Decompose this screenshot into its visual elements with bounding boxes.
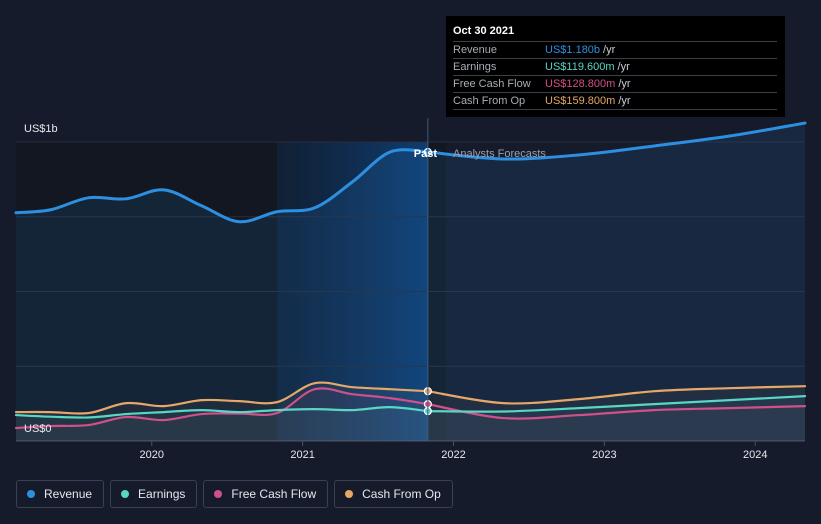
area-revenue [16,123,805,442]
tooltip-value: US$1.180b [545,44,601,56]
tooltip-row-earnings: Earnings US$119.600m /yr [453,58,777,75]
tooltip-date: Oct 30 2021 [453,25,515,37]
legend-item-revenue[interactable]: Revenue [16,480,105,508]
grid [16,141,805,442]
line-cfo-past [14,381,429,415]
x-tick-label: 2021 [290,449,314,461]
x-axis: 2020 2021 2022 2023 2024 [140,441,767,461]
legend-dot-fcf [214,490,223,498]
y-tick-bottom: US$0 [24,423,52,435]
tooltip-unit: /yr [618,95,631,107]
tooltip-value: US$119.600m [545,61,615,73]
tooltip: Oct 30 2021 Revenue US$1.180b /yr Earnin… [446,16,785,117]
legend-label: Cash From Op [362,487,441,501]
line-revenue-forecast [426,121,807,161]
legend-label: Earnings [138,487,186,501]
tooltip-label: Earnings [453,61,497,73]
line-revenue-past [14,148,430,224]
x-tick-label: 2023 [592,449,616,461]
x-tick-label: 2020 [140,449,164,461]
tooltip-unit: /yr [617,61,630,73]
legend-dot-cfo [345,490,354,498]
tooltip-row-cfo: Cash From Op US$159.800m /yr [453,92,777,110]
x-tick-label: 2024 [743,449,767,461]
tooltip-row-revenue: Revenue US$1.180b /yr [453,41,777,58]
past-label: Past [414,148,438,160]
tooltip-label: Free Cash Flow [453,78,531,90]
line-fcf-forecast [426,403,807,420]
legend-label: Revenue [44,487,93,501]
series-lines [14,121,807,430]
line-earnings-forecast [426,395,807,413]
tooltip-value: US$159.800m [545,95,616,107]
legend-label: Free Cash Flow [231,487,317,501]
legend-item-earnings[interactable]: Earnings [110,480,198,508]
tooltip-unit: /yr [603,44,616,56]
tooltip-label: Revenue [453,44,498,56]
tooltip-row-fcf: Free Cash Flow US$128.800m /yr [453,75,777,92]
line-cfo-forecast [426,385,807,405]
forecast-label: Analysts Forecasts [453,148,546,160]
legend: Revenue Earnings Free Cash Flow Cash Fro… [16,480,453,508]
tooltip-label: Cash From Op [453,95,526,107]
area-fcf [16,388,805,441]
legend-item-fcf[interactable]: Free Cash Flow [203,480,329,508]
legend-item-cfo[interactable]: Cash From Op [334,480,453,508]
line-earnings-past [14,406,429,419]
tooltip-value: US$128.800m [545,78,616,90]
x-tick-label: 2022 [441,449,465,461]
y-tick-top: US$1b [24,123,58,135]
legend-dot-earnings [121,490,130,498]
line-fcf-past [14,387,429,430]
tooltip-unit: /yr [618,78,631,90]
legend-dot-revenue [27,490,35,498]
